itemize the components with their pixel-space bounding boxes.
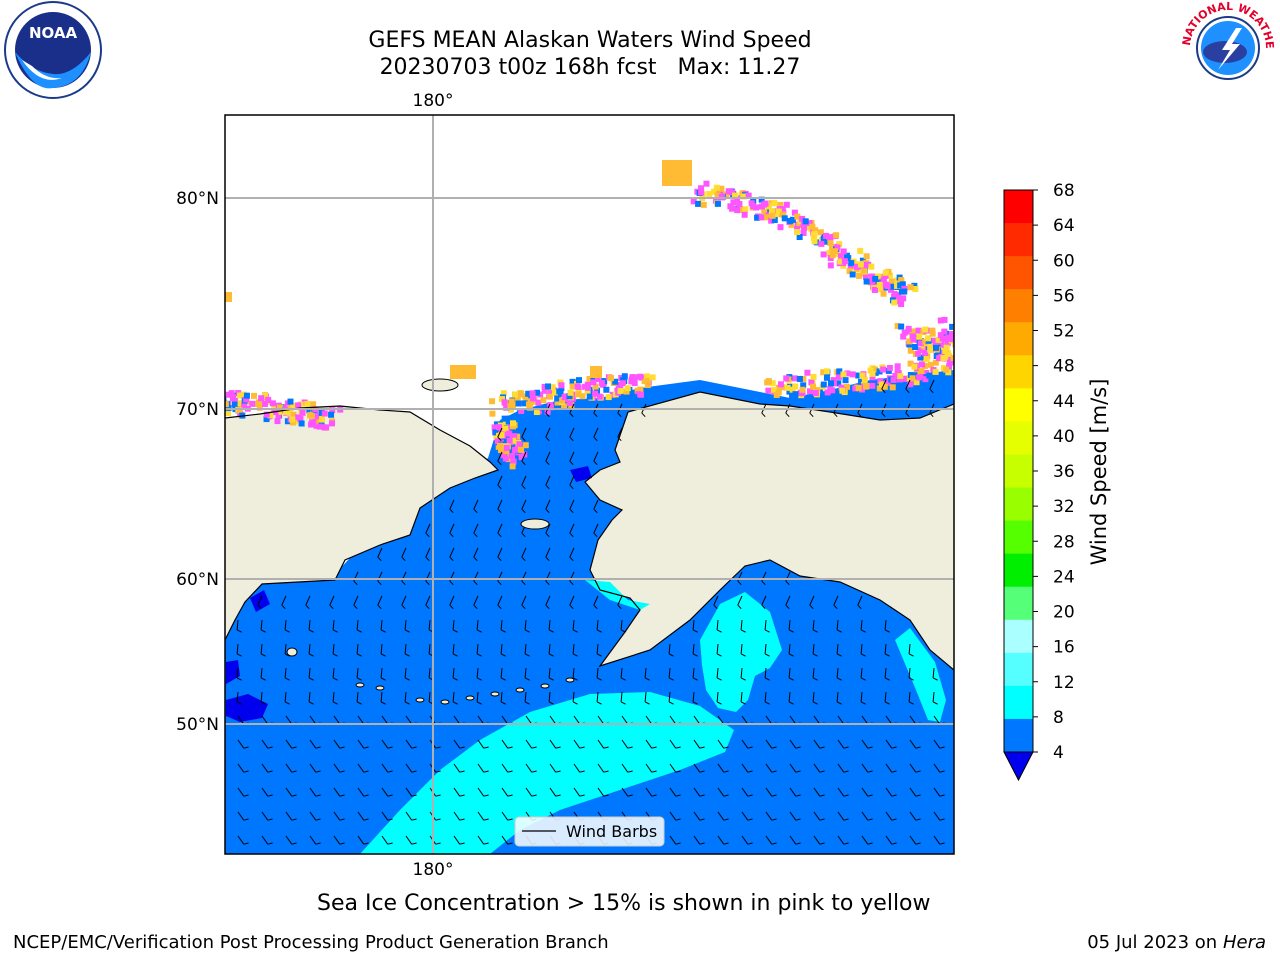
island [520,518,550,530]
colorbar-segment [1004,553,1033,588]
island [286,647,298,657]
map-frame [224,114,955,855]
footer-date: 05 Jul 2023 on Hera [1087,932,1266,953]
colorbar-segment [1004,520,1033,555]
fast-wind-field [360,692,734,854]
colorbar-segment [1004,256,1033,290]
colorbar-tick-label: 60 [1053,251,1075,271]
land-mass [225,406,498,640]
footer-date-text: 05 Jul 2023 on [1087,932,1223,953]
island [421,378,459,392]
calm-wind-area [570,466,592,482]
colorbar-segment [1004,487,1033,522]
forecast-label: 20230703 t00z 168h fcst [379,55,657,80]
footer-host: Hera [1222,932,1266,953]
nws-logo: NATIONAL WEATHER SERVICE [1178,0,1276,94]
colorbar-segment [1004,289,1033,323]
colorbar-tick-label: 36 [1053,462,1075,482]
colorbar-segment [1004,586,1033,621]
noaa-logo: NOAA [4,1,102,99]
lon-label-top: 180° [413,91,454,111]
colorbar-segment [1004,190,1033,224]
colorbar-tick-label: 56 [1053,286,1075,306]
colorbar-tick-label: 28 [1053,532,1075,552]
colorbar-tick-label: 8 [1053,708,1064,728]
colorbar-segment [1004,223,1033,257]
colorbar-segment [1004,421,1033,455]
lat-label-70n: 70°N [176,400,219,420]
aleutian-islands [355,677,575,705]
land-mass [585,392,954,670]
colorbar-under-arrow [1003,751,1034,782]
colorbar-tick-label: 20 [1053,603,1075,623]
sea-ice-band [225,160,954,470]
colorbar-segment [1004,652,1033,687]
colorbar-tick-label: 52 [1053,322,1075,342]
colorbar-tick-label: 44 [1053,392,1075,412]
footer-credit: NCEP/EMC/Verification Post Processing Pr… [13,932,609,953]
colorbar-segment [1004,718,1033,753]
colorbar-tick-label: 48 [1053,357,1075,377]
colorbar-tick-label: 32 [1053,497,1075,517]
colorbar-tick-label: 12 [1053,673,1075,693]
lat-label-50n: 50°N [176,715,219,735]
colorbar-segment [1004,322,1033,356]
sea-ice-note: Sea Ice Concentration > 15% is shown in … [317,891,931,916]
lat-label-60n: 60°N [176,570,219,590]
colorbar-tick-label: 24 [1053,567,1075,587]
noaa-logo-text: NOAA [29,24,78,42]
colorbar-segment [1004,388,1033,422]
calm-wind-area [226,660,240,684]
colorbar-tick-label: 64 [1053,216,1075,236]
colorbar-tick-label: 16 [1053,638,1075,658]
calm-wind-area [226,694,268,722]
lat-label-80n: 80°N [176,189,219,209]
colorbar-tick-label: 4 [1053,743,1064,763]
colorbar-label: Wind Speed [m/s] [1087,379,1111,566]
lon-label-bottom: 180° [413,860,454,880]
max-label: Max: 11.27 [677,55,801,80]
legend-label: Wind Barbs [566,822,657,841]
colorbar: 68 64 60 56 52 48 44 40 36 32 28 24 20 16 12 8 4 [1003,181,1075,782]
colorbar-segment [1004,454,1033,489]
map-subtitle: 20230703 t00z 168h fcst Max: 11.27 [290,55,890,81]
colorbar-segment [1004,619,1033,654]
colorbar-tick-label: 40 [1053,427,1075,447]
map-title: GEFS MEAN Alaskan Waters Wind Speed [368,28,812,53]
colorbar-tick-label: 68 [1053,181,1075,201]
legend-box [514,816,665,847]
coastline [225,405,500,641]
colorbar-segment [1004,685,1033,720]
colorbar-segment [1004,355,1033,389]
